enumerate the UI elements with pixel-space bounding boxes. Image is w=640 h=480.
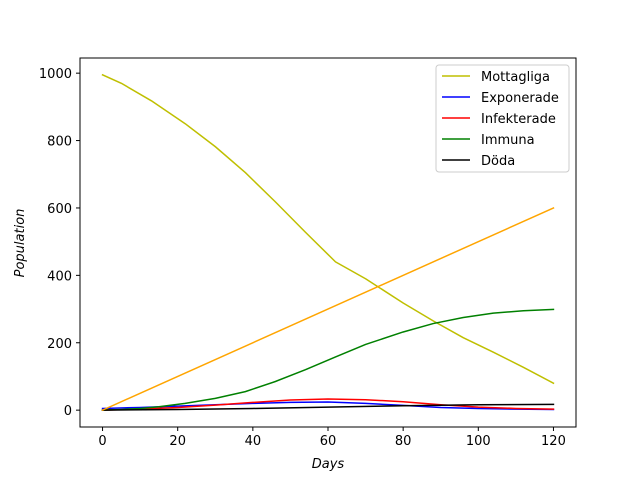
y-tick-label: 800 bbox=[47, 135, 72, 150]
series-line-mottagliga bbox=[101, 73, 555, 385]
legend-label-infekterade: Infekterade bbox=[481, 112, 556, 127]
x-tick-label: 80 bbox=[395, 434, 412, 449]
legend-box bbox=[435, 64, 570, 173]
series-line-döda bbox=[101, 403, 555, 411]
y-tick-label: 400 bbox=[47, 269, 72, 284]
x-tick-label: 20 bbox=[169, 434, 186, 449]
series-line-infekterade bbox=[101, 398, 555, 411]
x-axis: 0 20 40 60 80 100 120 bbox=[98, 427, 566, 449]
y-axis-label: Population bbox=[13, 209, 28, 278]
legend-label-döda: Döda bbox=[481, 154, 515, 169]
series-line-immuna bbox=[101, 308, 555, 411]
x-axis-label: Days bbox=[312, 457, 345, 472]
x-tick-label: 120 bbox=[541, 434, 566, 449]
y-tick-label: 200 bbox=[47, 337, 72, 352]
x-tick-label: 0 bbox=[98, 434, 106, 449]
legend-label-immuna: Immuna bbox=[481, 133, 535, 148]
y-tick-label: 1000 bbox=[39, 67, 72, 82]
x-tick-label: 60 bbox=[320, 434, 337, 449]
x-tick-label: 100 bbox=[466, 434, 491, 449]
y-tick-label: 600 bbox=[47, 202, 72, 217]
series-line-exponerade bbox=[101, 401, 555, 411]
series-layer bbox=[101, 73, 555, 412]
legend-label-mottagliga: Mottagliga bbox=[481, 70, 550, 85]
legend: Mottagliga Exponerade Infekterade Immuna Död… bbox=[435, 64, 570, 173]
series-line-orange-5 bbox=[101, 206, 555, 412]
y-axis: 0 200 400 600 800 1000 bbox=[39, 67, 80, 419]
x-tick-label: 40 bbox=[245, 434, 262, 449]
legend-label-exponerade: Exponerade bbox=[481, 91, 559, 106]
y-tick-label: 0 bbox=[64, 404, 72, 419]
